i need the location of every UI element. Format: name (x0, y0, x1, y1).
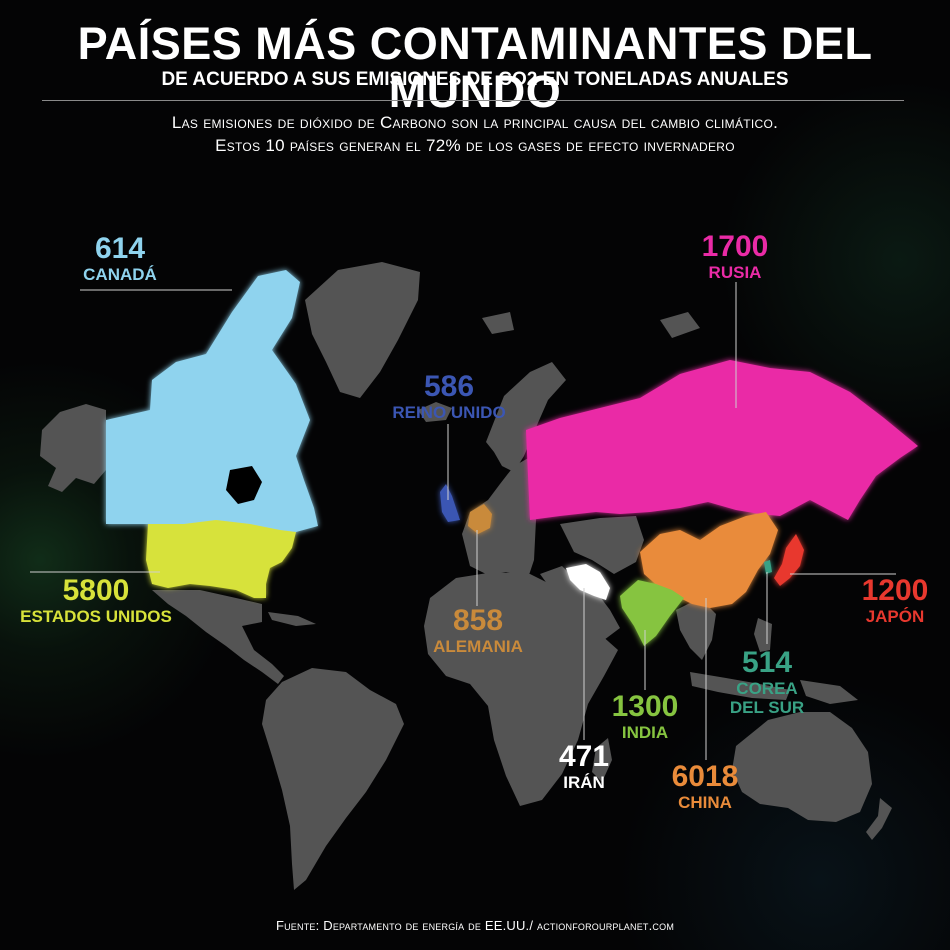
value-usa: 5800 (62, 574, 130, 607)
country-iran (566, 564, 610, 600)
name-canada: CANADÁ (83, 265, 157, 284)
land-africa (424, 572, 618, 806)
description-line-1: Las emisiones de dióxido de Carbono son … (171, 113, 779, 132)
land-madagascar (592, 738, 612, 782)
country-uk (440, 484, 460, 522)
country-germany (468, 504, 492, 534)
leader-lines (30, 282, 896, 760)
land-mexico (152, 590, 284, 684)
name-south-korea-line1: COREA (736, 679, 798, 698)
label-germany: 858 ALEMANIA (424, 604, 532, 656)
value-canada: 614 (94, 232, 146, 265)
label-russia: 1700 RUSIA (690, 230, 780, 282)
page-subtitle: DE ACUERDO A SUS EMISIONES DE CO2 EN TON… (161, 69, 789, 90)
land-alaska (40, 404, 106, 492)
label-india: 1300 INDIA (600, 690, 690, 742)
value-uk: 586 (423, 370, 475, 403)
name-india: INDIA (621, 723, 669, 742)
value-china: 6018 (671, 760, 739, 793)
label-usa: 5800 ESTADOS UNIDOS (10, 574, 182, 626)
name-russia: RUSIA (708, 263, 762, 282)
country-india (620, 580, 684, 646)
name-iran: IRÁN (563, 773, 605, 792)
source-footnote: Fuente: Departamento de energía de EE.UU… (275, 918, 675, 933)
value-south-korea: 514 (741, 646, 793, 679)
highlighted-countries (106, 270, 918, 646)
label-japan: 1200 JAPÓN (850, 574, 940, 626)
land-cuba (268, 612, 316, 626)
name-japan: JAPÓN (865, 607, 925, 626)
country-south-korea (764, 560, 772, 574)
land-middle-east (540, 566, 620, 640)
page-title: PAÍSES MÁS CONTAMINANTES DEL MUNDO (77, 18, 873, 117)
land-svalbard (482, 312, 514, 334)
country-russia (526, 360, 918, 520)
label-iran: 471 IRÁN (544, 740, 624, 792)
land-novaya-zemlya (660, 312, 700, 338)
land-new-guinea (800, 680, 858, 704)
value-japan: 1200 (861, 574, 929, 607)
country-china (640, 512, 778, 608)
land-australia (732, 712, 872, 822)
country-canada (106, 270, 318, 532)
name-germany: ALEMANIA (433, 637, 523, 656)
label-uk: 586 REINO UNIDO (384, 370, 514, 422)
name-usa: ESTADOS UNIDOS (20, 607, 172, 626)
land-europe (462, 456, 536, 578)
value-india: 1300 (611, 690, 679, 723)
label-china: 6018 CHINA (660, 760, 750, 812)
title-divider (42, 100, 904, 101)
description: Las emisiones de dióxido de Carbono son … (0, 111, 950, 157)
country-usa (146, 520, 296, 598)
landmasses (40, 262, 892, 890)
name-south-korea-line2: DEL SUR (729, 698, 805, 717)
description-line-2: Estos 10 países generan el 72% de los ga… (215, 136, 735, 155)
value-russia: 1700 (701, 230, 769, 263)
land-new-zealand (866, 798, 892, 840)
country-japan (774, 534, 804, 586)
land-greenland (305, 262, 420, 398)
value-iran: 471 (558, 740, 610, 773)
label-south-korea: 514 COREA DEL SUR (722, 646, 812, 717)
label-canada: 614 CANADÁ (70, 232, 170, 284)
land-indonesia (690, 672, 790, 700)
value-germany: 858 (452, 604, 504, 637)
land-central-asia (560, 516, 644, 574)
land-south-america (262, 668, 404, 890)
name-china: CHINA (678, 793, 732, 812)
land-scandinavia (486, 362, 566, 472)
name-uk: REINO UNIDO (392, 403, 506, 422)
land-iceland (418, 402, 452, 422)
hudson-bay (226, 466, 262, 504)
